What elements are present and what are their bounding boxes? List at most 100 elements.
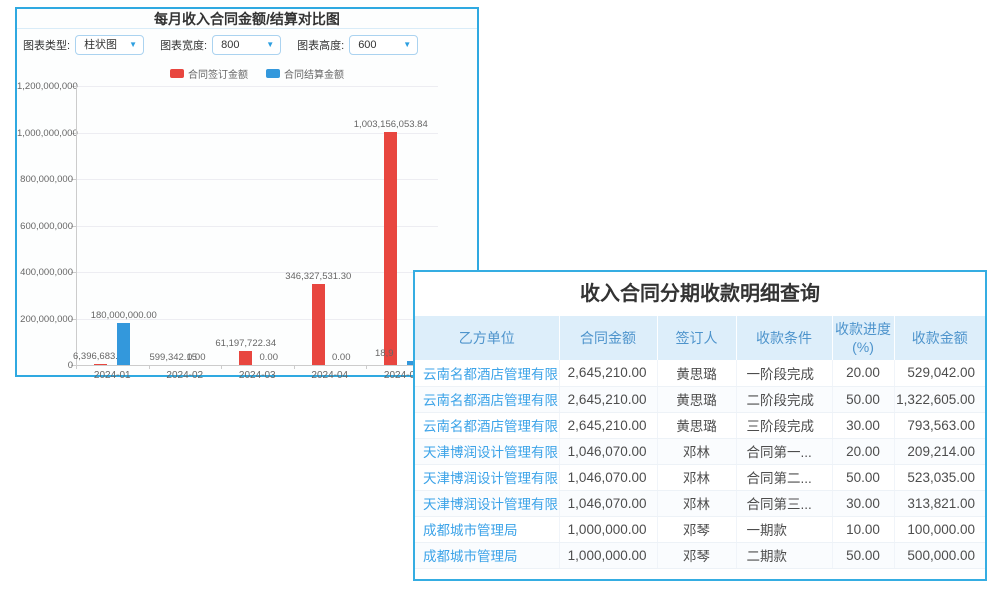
signed-amount-bar [94,364,108,365]
party-b-link[interactable]: 天津博润设计管理有限公 [415,438,560,465]
col-payment-progress-cell: 20.00 [832,360,895,387]
table-row: 云南名都酒店管理有限公 2,645,210.00 黄思璐 三阶段完成 30.00 793,… [415,412,985,439]
table-header: 乙方单位 合同金额 签订人 收款条件 收款进度(%) 收款金额 [415,316,985,360]
party-b-link[interactable]: 成都城市管理局 [415,542,560,569]
y-axis-tick [71,86,76,87]
col-payment-progress-cell: 50.00 [832,386,895,413]
y-axis-tick [71,132,76,134]
x-axis-tick [366,365,367,369]
party-b-link[interactable]: 云南名都酒店管理有限公 [415,360,560,387]
legend-swatch-icon [266,69,280,78]
bar-value-label: 18,9 [375,348,394,359]
gridline [77,318,438,320]
y-axis-line [76,86,77,365]
col-signer-cell: 邓林 [657,464,737,491]
legend-swatch-icon [170,69,184,78]
col-payment-condition-cell: 一期款 [736,516,833,543]
col-payment-condition-cell: 二阶段完成 [736,386,833,413]
chart-type-select[interactable]: 柱状图 ▼ [75,35,145,55]
col-payment-progress-cell: 30.00 [832,412,895,439]
gridline [77,272,438,273]
y-axis-label: 800,000,000 [20,174,73,185]
installment-table: 乙方单位 合同金额 签订人 收款条件 收款进度(%) 收款金额 云南名都酒店管理有限公 2,… [415,316,985,569]
col-signer-cell: 邓琴 [657,516,737,543]
y-axis-tick [71,225,76,227]
table-row: 成都城市管理局 1,000,000.00 邓琴 一期款 10.00 100,000.00 [415,516,985,543]
x-axis-tick [148,365,150,369]
chevron-down-icon: ▼ [403,40,412,49]
col-payment-amount-cell: 793,563.00 [894,412,985,439]
col-signer-cell: 邓林 [657,438,737,465]
table-row: 天津博润设计管理有限公 1,046,070.00 邓林 合同第三... 30.00 313… [415,490,985,517]
table-row: 成都城市管理局 1,000,000.00 邓琴 二期款 50.00 500,000.00 [415,542,985,569]
gridline [77,86,438,87]
col-payment-progress-cell: 50.00 [832,464,895,491]
col-party-b-header: 乙方单位 [415,316,560,360]
x-axis-tick [221,365,222,369]
col-payment-progress-cell: 30.00 [832,490,895,517]
chevron-down-icon: ▼ [129,40,138,49]
x-axis-label: 2024-03 [238,370,276,381]
col-contract-amount-cell: 1,000,000.00 [559,542,658,569]
bar-value-label: 0.00 [259,352,279,363]
chart-legend: 合同签订金额 合同结算金额 [76,66,438,81]
legend-item-settled[interactable]: 合同结算金额 [266,66,344,81]
chart-height-select[interactable]: 600 ▼ [349,35,419,55]
party-b-link[interactable]: 成都城市管理局 [415,516,560,543]
installment-table-panel: 收入合同分期收款明细查询 乙方单位 合同金额 签订人 收款条件 收款进度(%) 收款金额 … [413,270,987,581]
col-payment-condition-cell: 二期款 [736,542,833,569]
col-payment-amount-header: 收款金额 [894,316,985,360]
col-payment-amount-cell: 1,322,605.00 [894,386,985,413]
chart-panel: 每月收入合同金额/结算对比图 图表类型: 柱状图 ▼ 图表宽度: 800 ▼ 图表高度: 60… [15,7,479,381]
col-signer-cell: 黄思璐 [657,360,737,387]
party-b-link[interactable]: 云南名都酒店管理有限公 [415,386,560,413]
col-signer-cell: 邓琴 [657,542,737,569]
chart-width-label: 图表宽度: [160,40,208,52]
gridline [77,225,438,227]
col-payment-condition-cell: 合同第三... [736,490,833,517]
col-payment-progress-cell: 20.00 [832,438,895,465]
table-row: 云南名都酒店管理有限公 2,645,210.00 黄思璐 二阶段完成 50.00 1,32… [415,386,985,413]
col-contract-amount-cell: 2,645,210.00 [559,412,658,439]
col-contract-amount-cell: 1,046,070.00 [559,490,658,517]
legend-label: 合同结算金额 [284,70,344,81]
col-payment-amount-cell: 523,035.00 [894,464,985,491]
signed-amount-bar [239,351,253,365]
col-payment-condition-header: 收款条件 [736,316,833,360]
bar-value-label: 346,327,531.30 [285,271,352,282]
col-signer-cell: 黄思璐 [657,412,737,439]
y-axis-label: 1,000,000,000 [17,127,78,139]
col-payment-condition-cell: 一阶段完成 [736,360,833,387]
y-axis-label: 0 [67,360,73,371]
bar-value-label: 180,000,000.00 [90,310,157,321]
legend-item-signed[interactable]: 合同签订金额 [170,66,248,81]
col-payment-progress-cell: 50.00 [832,542,895,569]
party-b-link[interactable]: 天津博润设计管理有限公 [415,490,560,517]
x-axis-label: 2024-01 [93,370,131,381]
table-row: 云南名都酒店管理有限公 2,645,210.00 黄思璐 一阶段完成 20.00 529,… [415,360,985,387]
bar-chart-plot: 0 200,000,000 400,000,000 600,000,000 800,00… [17,9,477,381]
chart-type-label: 图表类型: [23,40,71,52]
legend-label: 合同签订金额 [188,70,248,81]
party-b-link[interactable]: 天津博润设计管理有限公 [415,464,560,491]
y-axis-tick [71,318,76,320]
bar-value-label: 0.00 [332,352,351,363]
col-contract-amount-cell: 1,046,070.00 [559,464,658,491]
chevron-down-icon: ▼ [266,40,275,49]
bar-value-label: 1,003,156,053.84 [353,119,428,130]
col-contract-amount-cell: 2,645,210.00 [559,386,658,413]
col-payment-amount-cell: 500,000.00 [894,542,985,569]
x-axis-tick [293,365,295,369]
x-axis-tick [76,365,77,369]
chart-width-select[interactable]: 800 ▼ [212,35,282,55]
table-title: 收入合同分期收款明细查询 [580,283,820,305]
col-payment-amount-cell: 313,821.00 [894,490,985,517]
col-contract-amount-header: 合同金额 [559,316,658,360]
col-payment-progress-cell: 10.00 [832,516,895,543]
y-axis-tick [71,365,76,366]
y-axis-label: 600,000,000 [20,220,73,232]
chart-height-label: 图表高度: [297,40,345,52]
party-b-link[interactable]: 云南名都酒店管理有限公 [415,412,560,439]
col-signer-cell: 黄思璐 [657,386,737,413]
col-payment-amount-cell: 100,000.00 [894,516,985,543]
